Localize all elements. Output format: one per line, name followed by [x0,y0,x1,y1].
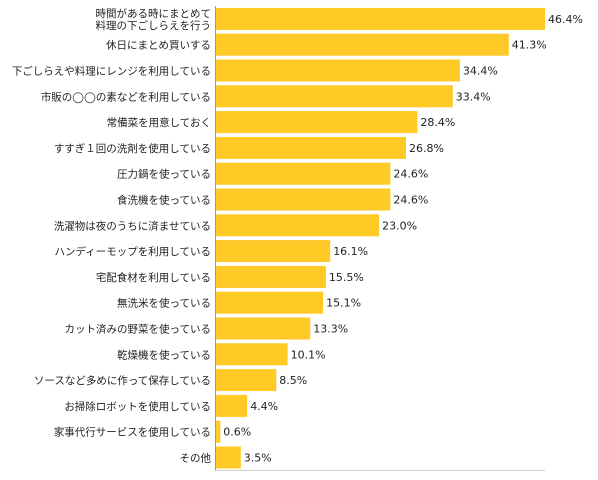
value-label: 15.1% [326,297,361,310]
category-label: お掃除ロボットを使用している [64,400,211,413]
value-label: 3.5% [244,452,272,465]
value-label: 41.3% [512,39,547,52]
bar [216,214,380,237]
bar [216,7,545,30]
category-label: すすぎ１回の洗剤を使用している [54,142,211,155]
bar [216,188,391,211]
category-label: 下ごしらえや料理にレンジを利用している [12,65,211,78]
bar [216,420,221,443]
category-label: 休日にまとめ買いする [106,40,211,52]
bar [216,265,326,288]
bar [216,291,324,314]
category-label: 時間がある時にまとめて [96,7,212,20]
category-label: ハンディーモップを利用している [55,245,211,258]
value-label: 26.8% [409,142,444,155]
category-label: 料理の下ごしらえを行う [96,19,212,32]
bar [216,343,288,366]
bar [216,162,391,185]
value-label: 0.6% [223,426,251,439]
value-labels-group: 46.4%41.3% 34.4% 33.4%28.4% 26.8% 24.6% 24.6%… [223,13,583,465]
category-label: 乾燥機を使っている [117,348,211,361]
bar [216,59,460,82]
bar [216,369,277,392]
category-label: 家事代行サービスを使用している [54,426,211,439]
value-label: 8.5% [279,374,307,387]
value-label: 13.3% [313,323,348,336]
bar [216,136,406,159]
value-label: 46.4% [548,13,583,26]
bar [216,446,241,469]
bar [216,240,331,263]
value-label: 10.1% [291,348,326,361]
value-label: 28.4% [420,116,455,129]
bar [216,33,509,56]
category-label: 市販の◯◯の素などを利用している [41,90,211,103]
category-label: 圧力鍋を使っている [117,168,211,181]
category-label: 食洗機を使っている [117,194,211,207]
bars-group [216,7,545,469]
category-label: 無洗米を使っている [117,297,211,310]
value-label: 33.4% [456,90,491,103]
value-label: 15.5% [329,271,364,284]
category-label: 宅配食材を利用している [96,271,211,284]
bar [216,111,418,134]
category-label: 洗濯物は夜のうちに済ませている [54,219,211,232]
value-label: 23.0% [382,219,417,232]
value-label: 16.1% [333,245,368,258]
category-label: 常備菜を用意しておく [107,116,211,129]
category-label: カット済みの野菜を使っている [65,323,211,336]
bar [216,85,453,108]
value-label: 24.6% [393,168,428,181]
category-label: ソースなど多めに作って保存している [34,374,211,387]
bar [216,317,311,340]
category-label: その他 [180,452,212,465]
value-label: 24.6% [393,194,428,207]
category-labels-group: 時間がある時にまとめて料理の下ごしらえを行う休日にまとめ買いする下ごしらえや料理… [12,7,212,465]
bar [216,394,248,417]
value-label: 34.4% [463,65,498,78]
value-label: 4.4% [250,400,278,413]
